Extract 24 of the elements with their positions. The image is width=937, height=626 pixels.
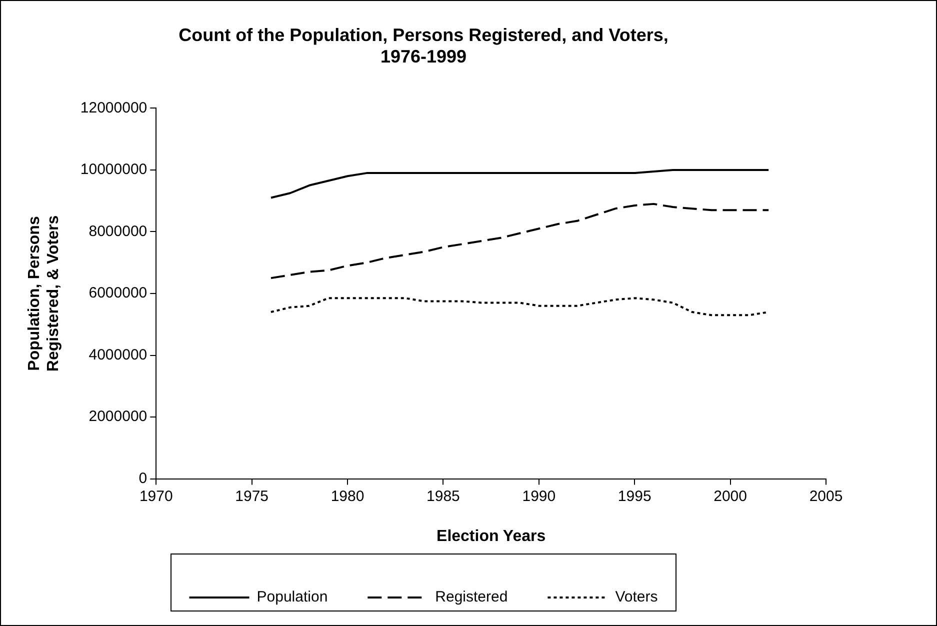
legend-label: Population (256, 588, 328, 606)
x-tick-label: 1985 (426, 488, 460, 505)
y-tick-label: 2000000 (88, 408, 148, 426)
x-tick-label: 1970 (139, 488, 173, 505)
x-tick-label: 1990 (522, 488, 556, 505)
text: Registered, & Voters (45, 215, 62, 372)
line-series (270, 202, 770, 280)
legend-label: Registered (435, 588, 508, 606)
legend-label: Voters (615, 588, 658, 606)
y-tick-label: 10000000 (80, 161, 148, 178)
y-tick-label: 4000000 (88, 346, 148, 364)
text: Count of the Population, Persons Registered, and Voters, (178, 24, 668, 45)
y-tick-label: 8000000 (88, 222, 148, 240)
text: Population, Persons (26, 216, 44, 371)
y-tick-label: 6000000 (88, 284, 148, 302)
x-tick-label: 2000 (714, 488, 747, 505)
x-tick-label: 1995 (618, 488, 652, 505)
x-tick-label: 2005 (809, 488, 843, 505)
y-tick-label: 0 (138, 470, 148, 487)
x-axis-title: Election Years (436, 528, 546, 545)
text: 1976-1999 (380, 46, 467, 66)
x-tick-label: 1980 (330, 488, 364, 505)
y-tick-label: 12000000 (80, 99, 148, 116)
x-tick-label: 1975 (235, 488, 269, 505)
